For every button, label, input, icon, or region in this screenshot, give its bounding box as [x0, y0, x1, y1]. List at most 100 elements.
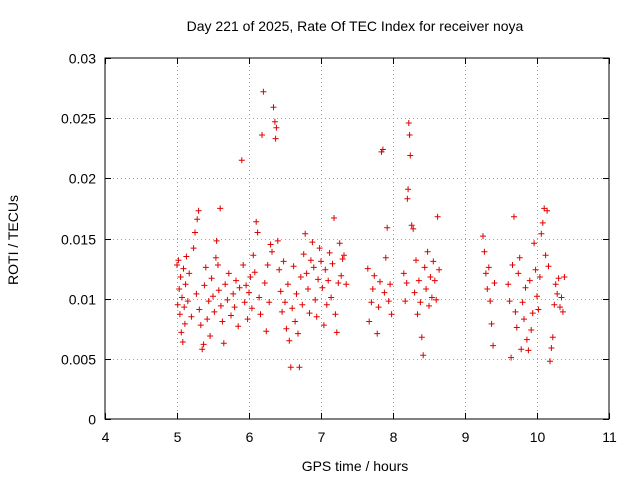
data-point	[522, 284, 529, 291]
data-point	[559, 308, 566, 315]
data-point	[508, 354, 515, 361]
data-point	[515, 270, 522, 277]
data-point	[525, 347, 532, 354]
data-point	[271, 118, 278, 125]
data-point	[302, 230, 309, 237]
data-point	[366, 318, 373, 325]
data-point	[420, 352, 427, 359]
data-point	[555, 275, 562, 282]
data-point	[257, 311, 264, 318]
data-point	[233, 277, 239, 284]
data-point	[421, 264, 428, 271]
data-point	[407, 152, 414, 159]
data-point	[410, 225, 417, 232]
data-point	[236, 284, 243, 291]
data-point	[253, 218, 260, 225]
x-tick-label: 10	[530, 429, 546, 445]
data-point	[513, 324, 520, 331]
data-point	[222, 281, 229, 288]
data-point	[369, 286, 376, 292]
data-point	[322, 266, 329, 273]
data-point	[263, 328, 270, 335]
axis-ticks	[105, 58, 610, 420]
data-point	[297, 274, 304, 280]
x-tick-label: 9	[462, 429, 470, 445]
data-point	[282, 299, 288, 306]
data-point	[381, 289, 388, 296]
data-point	[318, 258, 324, 265]
data-point	[277, 288, 284, 295]
data-point	[250, 252, 257, 259]
data-point	[343, 281, 350, 288]
data-point	[548, 345, 555, 351]
data-point	[181, 320, 188, 327]
data-point	[364, 265, 371, 272]
data-point	[542, 252, 549, 259]
data-point	[202, 264, 209, 271]
data-point	[212, 254, 219, 261]
data-point	[194, 216, 201, 223]
data-point	[326, 249, 333, 256]
data-point	[319, 284, 326, 291]
data-point	[280, 258, 287, 265]
data-point	[197, 322, 204, 329]
data-point	[511, 213, 517, 220]
data-point	[333, 329, 340, 336]
data-point	[272, 135, 279, 142]
data-point	[402, 298, 409, 305]
data-points	[174, 88, 568, 371]
data-point	[423, 286, 430, 292]
data-point	[179, 294, 185, 301]
y-tick-label: 0	[88, 412, 96, 428]
data-point	[526, 277, 533, 284]
x-tick-label: 8	[390, 429, 398, 445]
data-point	[339, 256, 346, 262]
data-point	[332, 311, 339, 318]
data-point	[303, 270, 310, 277]
data-point	[176, 311, 183, 318]
data-point	[200, 341, 207, 348]
data-point	[292, 318, 299, 325]
data-point	[210, 293, 216, 300]
data-point	[228, 312, 234, 319]
x-axis-label: GPS time / hours	[302, 458, 409, 474]
data-point	[418, 334, 425, 341]
data-point	[519, 299, 526, 306]
data-point	[284, 281, 291, 288]
data-point	[181, 304, 188, 311]
x-tick-label: 11	[602, 429, 617, 445]
data-point	[196, 306, 203, 313]
data-point	[338, 272, 345, 279]
data-point	[388, 311, 395, 318]
data-point	[551, 301, 558, 308]
data-point	[178, 329, 185, 336]
data-point	[385, 298, 392, 305]
data-point	[207, 333, 214, 339]
tick-labels: 4 5 6 7 8 9 10 11 0 0.005 0.01 0.015 0.02 0.025 0.03	[61, 51, 617, 446]
data-point	[523, 336, 530, 343]
data-point	[413, 257, 419, 264]
data-point	[528, 327, 535, 333]
data-point	[544, 207, 551, 214]
data-point	[309, 239, 316, 246]
data-point	[521, 316, 527, 323]
data-point	[371, 272, 378, 279]
data-point	[400, 270, 407, 277]
x-tick-label: 5	[174, 429, 182, 445]
data-point	[405, 120, 412, 126]
data-point	[205, 298, 212, 305]
data-point	[184, 298, 191, 305]
data-point	[414, 311, 421, 318]
data-point	[273, 124, 280, 131]
data-point	[182, 281, 189, 288]
data-point	[307, 257, 314, 264]
data-point	[506, 298, 513, 305]
data-point	[557, 304, 563, 311]
data-point	[266, 299, 273, 306]
data-point	[341, 252, 347, 259]
y-tick-label: 0.025	[61, 111, 96, 127]
data-point	[336, 240, 343, 247]
data-point	[315, 276, 322, 283]
plot-frame	[104, 57, 610, 420]
